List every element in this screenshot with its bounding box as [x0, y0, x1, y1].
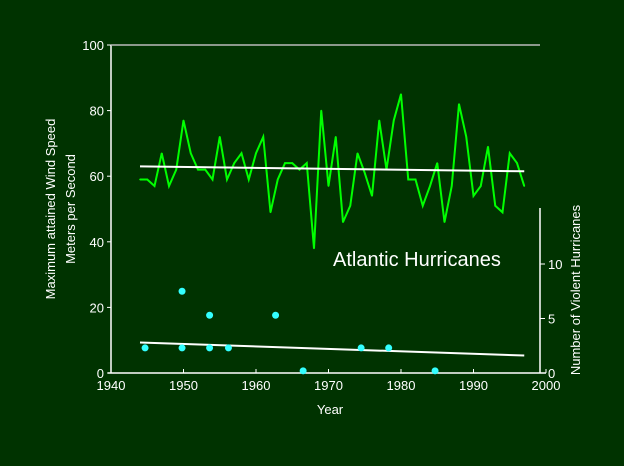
- wind-speed-point: [276, 178, 279, 181]
- violent-hurricane-point: [206, 344, 214, 352]
- wind-speed-point: [523, 185, 526, 187]
- y-tick-label: 100: [82, 38, 104, 53]
- violent-hurricane-point: [141, 344, 149, 352]
- y-tick-label: 40: [90, 235, 104, 250]
- wind-speed-point: [516, 162, 518, 164]
- x-tick-label: 1950: [169, 378, 198, 393]
- y-right-tick-label: 0: [548, 366, 555, 381]
- wind-speed-point: [291, 162, 294, 164]
- x-tick-label: 1940: [97, 378, 126, 393]
- wind-speed-point: [175, 168, 178, 171]
- wind-speed-point: [255, 152, 257, 155]
- violent-hurricane-point: [431, 367, 439, 375]
- wind-speed-point: [313, 247, 315, 250]
- x-tick-label: 1960: [242, 378, 271, 393]
- y-tick-label: 60: [90, 169, 104, 184]
- wind-speed-point: [320, 109, 323, 112]
- wind-speed-point: [226, 178, 228, 181]
- violent-hurricane-point: [178, 344, 186, 352]
- violent-hurricane-point: [178, 287, 186, 295]
- wind-speed-point: [479, 185, 482, 187]
- marks: [139, 93, 526, 375]
- y-right-tick-label: 10: [548, 257, 562, 272]
- wind-speed-point: [247, 178, 250, 181]
- wind-speed-line: [140, 93, 526, 249]
- y-axis-label-line2: Meters per Second: [63, 154, 78, 264]
- wind-speed-trend-line: [139, 165, 525, 173]
- wind-speed-point: [421, 204, 424, 207]
- y-tick-label: 0: [97, 366, 104, 381]
- violent-hurricane-point: [385, 344, 393, 352]
- wind-speed-point: [146, 178, 149, 181]
- wind-speed-point: [392, 119, 395, 122]
- wind-speed-point: [233, 162, 236, 164]
- x-axis-label: Year: [317, 402, 344, 417]
- wind-speed-point: [284, 162, 286, 164]
- x-tick-label: 1980: [387, 378, 416, 393]
- x-tick-label: 2000: [532, 378, 561, 393]
- wind-speed-point: [400, 93, 402, 95]
- wind-speed-point: [450, 185, 453, 187]
- wind-speed-point: [168, 185, 170, 187]
- wind-speed-point: [211, 178, 214, 181]
- wind-speed-point: [334, 136, 337, 138]
- wind-speed-point: [458, 103, 460, 105]
- wind-speed-point: [363, 172, 366, 174]
- wind-speed-point: [262, 136, 265, 138]
- y-axis-right-label: Number of Violent Hurricanes: [568, 204, 583, 375]
- wind-speed-point: [160, 152, 163, 155]
- wind-speed-point: [436, 162, 439, 164]
- axes: 1940 1950 1960 1970 1980 1990 2000020406080100…: [82, 38, 562, 393]
- violent-hurricane-point: [357, 344, 365, 352]
- wind-speed-point: [240, 152, 243, 155]
- violent-hurricane-point: [224, 344, 232, 352]
- violent-hurricane-point: [299, 367, 307, 375]
- violent-hurricane-point: [272, 311, 280, 319]
- wind-speed-point: [327, 185, 330, 187]
- wind-speed-point: [429, 185, 431, 187]
- wind-speed-point: [342, 221, 344, 223]
- wind-speed-point: [197, 168, 199, 171]
- violent-hurricane-point: [206, 311, 214, 319]
- x-tick-label: 1970: [314, 378, 343, 393]
- y-tick-label: 80: [90, 104, 104, 119]
- wind-speed-point: [139, 178, 141, 181]
- wind-speed-point: [494, 204, 497, 207]
- y-right-tick-label: 5: [548, 312, 555, 327]
- wind-speed-point: [356, 152, 359, 155]
- x-tick-label: 1990: [459, 378, 488, 393]
- wind-speed-point: [269, 211, 272, 214]
- wind-speed-point: [218, 136, 221, 138]
- wind-speed-point: [443, 221, 446, 223]
- wind-speed-point: [407, 178, 410, 181]
- wind-speed-point: [472, 195, 475, 197]
- wind-speed-point: [501, 211, 504, 214]
- wind-speed-point: [371, 195, 373, 197]
- chart-title: Atlantic Hurricanes: [333, 249, 501, 271]
- wind-speed-point: [378, 119, 381, 122]
- wind-speed-point: [182, 119, 185, 122]
- wind-speed-point: [487, 145, 489, 148]
- wind-speed-point: [508, 152, 511, 155]
- wind-speed-point: [204, 168, 207, 171]
- wind-speed-point: [414, 178, 417, 181]
- wind-speed-point: [189, 152, 192, 155]
- wind-speed-point: [153, 185, 156, 187]
- y-axis-label-line1: Maximum attained Wind Speed: [43, 119, 58, 300]
- wind-speed-point: [305, 162, 308, 164]
- wind-speed-point: [349, 204, 352, 207]
- hurricane-trend-line: [139, 341, 525, 357]
- wind-speed-point: [465, 136, 468, 138]
- y-tick-label: 20: [90, 300, 104, 315]
